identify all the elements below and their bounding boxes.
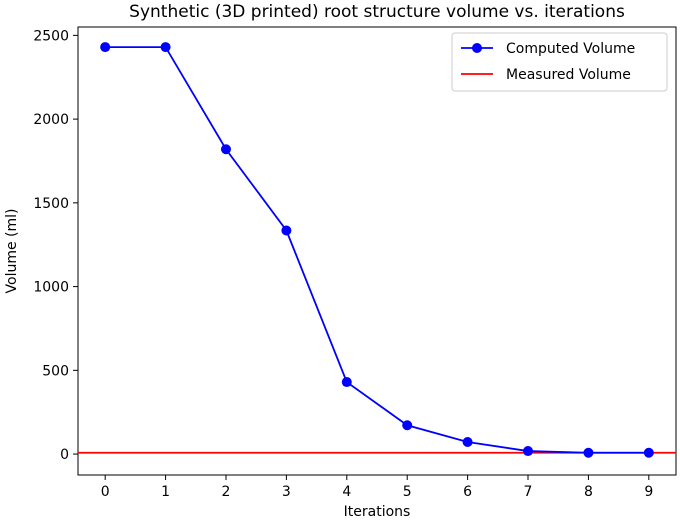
y-tick-label: 1500 [33, 196, 69, 212]
y-tick-label: 0 [60, 447, 69, 463]
y-tick-label: 2000 [33, 112, 69, 128]
x-axis: 0 1 2 3 4 5 6 7 8 9 [101, 475, 653, 500]
x-tick-label: 2 [222, 484, 231, 500]
series-layer [78, 42, 676, 458]
legend-label-computed-volume: Computed Volume [506, 41, 635, 57]
computed-volume-point [402, 420, 413, 431]
computed-volume-point [341, 377, 352, 388]
y-tick-label: 2500 [33, 28, 69, 44]
x-tick-label: 7 [524, 484, 533, 500]
legend-box [451, 32, 668, 92]
computed-volume-point [220, 144, 231, 155]
x-tick-label: 0 [101, 484, 110, 500]
y-tick-label: 1000 [33, 280, 69, 296]
x-tick-label: 4 [342, 484, 351, 500]
computed-volume-point [583, 447, 594, 458]
computed-volume-point [523, 446, 534, 457]
x-tick-label: 5 [403, 484, 412, 500]
computed-volume-point [160, 42, 171, 53]
x-axis-label: Iterations [344, 504, 411, 520]
legend-label-measured-volume: Measured Volume [506, 67, 631, 83]
y-axis-label: Volume (ml) [4, 209, 20, 294]
computed-volume-point [462, 437, 473, 448]
legend-swatch-computed-marker [472, 43, 482, 53]
computed-volume-line [105, 46, 649, 454]
computed-volume-point [643, 447, 654, 458]
chart-title: Synthetic (3D printed) root structure vo… [129, 2, 625, 22]
y-tick-label: 500 [42, 363, 69, 379]
plot-area [77, 26, 677, 476]
x-tick-label: 6 [463, 484, 472, 500]
computed-volume-point [100, 42, 111, 53]
computed-volume-point [281, 225, 292, 236]
plot-frame [77, 26, 677, 476]
legend: Computed Volume Measured Volume [451, 32, 668, 92]
x-tick-label: 8 [584, 484, 593, 500]
x-tick-label: 1 [161, 484, 170, 500]
x-tick-label: 9 [644, 484, 653, 500]
y-axis: 0 500 1000 1500 2000 2500 [33, 28, 78, 463]
x-tick-label: 3 [282, 484, 291, 500]
